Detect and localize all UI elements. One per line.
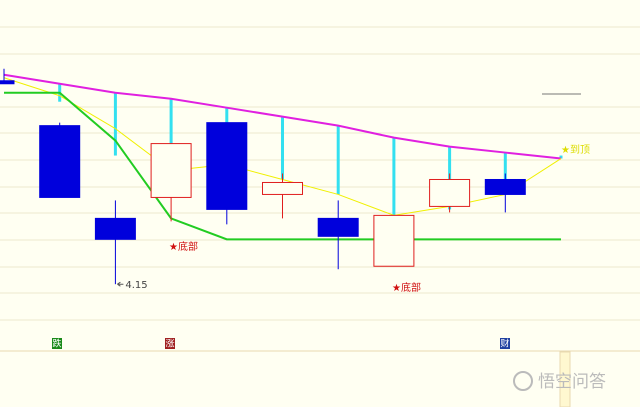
line-series (3, 73, 562, 160)
candle-body (484, 178, 526, 195)
watermark-icon (513, 371, 533, 391)
background-grid (0, 26, 640, 321)
candle-body (94, 217, 136, 240)
line-series (4, 91, 561, 241)
candle-body (429, 178, 471, 207)
marker-box (500, 338, 510, 349)
candle-body (0, 80, 15, 85)
candle-body (150, 143, 192, 198)
candle-body (39, 125, 81, 198)
low-arrow (117, 281, 124, 287)
annotation: ★底部 (169, 240, 198, 253)
marker-box (165, 338, 175, 349)
annotation: ★到顶 (561, 144, 590, 156)
annotation: ★底部 (392, 281, 421, 294)
candle-body (262, 181, 303, 195)
candle-body (206, 122, 248, 210)
watermark: 悟空问答 (538, 372, 606, 392)
panel-tab (559, 351, 571, 407)
candle-body (373, 214, 415, 267)
marker-label: 财 (500, 338, 509, 350)
marker-label: 跌 (52, 339, 61, 350)
marker-label: 涨 (165, 339, 174, 350)
marker-box (52, 338, 62, 349)
candle-body (317, 217, 359, 237)
low-label: 4.15 (125, 280, 147, 291)
